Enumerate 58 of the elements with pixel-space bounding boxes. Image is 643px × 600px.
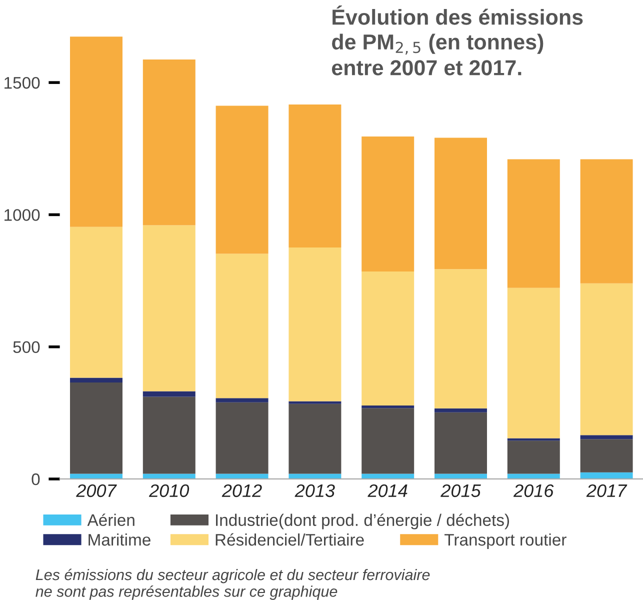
bar xyxy=(507,288,560,438)
bar xyxy=(216,254,268,398)
bar xyxy=(216,398,268,402)
bar xyxy=(70,382,122,474)
bar xyxy=(580,472,633,479)
legend-label: Maritime xyxy=(88,533,150,546)
bar xyxy=(216,474,268,479)
bar xyxy=(580,159,633,284)
y-tick-label: 1500 xyxy=(4,76,40,89)
bar xyxy=(507,159,560,288)
bar xyxy=(434,138,487,270)
legend-label: Industrie(dont prod. d’énergie / déchets) xyxy=(216,514,510,530)
bar xyxy=(70,474,122,479)
bar xyxy=(288,247,342,402)
bar xyxy=(288,404,342,474)
bar xyxy=(142,225,196,392)
bar xyxy=(434,412,487,474)
x-tick-label: 2007 xyxy=(76,484,117,498)
bar xyxy=(362,408,414,474)
bar xyxy=(142,391,196,397)
bar xyxy=(434,474,487,479)
x-tick-label: 2015 xyxy=(440,484,481,498)
bar xyxy=(434,408,487,412)
chart-title: Évolution des émissions de PM$_{2,5}$ (en tonnes) entre 2007 et 2017. xyxy=(332,6,583,76)
x-tick-label: 2013 xyxy=(294,484,335,498)
bar xyxy=(434,269,487,408)
bar xyxy=(70,226,122,378)
legend-label: Transport routier xyxy=(444,533,566,549)
x-tick-label: 2014 xyxy=(368,484,408,498)
y-tick-label: 1000 xyxy=(4,209,40,221)
legend-label: Aérien xyxy=(87,514,134,526)
x-tick-label: 2017 xyxy=(586,484,628,498)
bar xyxy=(288,401,342,404)
bar xyxy=(362,136,414,272)
bar xyxy=(580,435,633,440)
bar xyxy=(580,439,633,472)
bar xyxy=(288,104,342,248)
bar xyxy=(507,474,560,479)
bar xyxy=(362,474,414,479)
bar xyxy=(507,440,560,474)
x-tick-label: 2012 xyxy=(222,484,262,498)
bar xyxy=(70,378,122,383)
bar xyxy=(362,406,414,408)
bar xyxy=(216,106,268,254)
text: Les émissions du secteur agricole et du secteur ferroviaire ne sont pas représentables sur ce graphique xyxy=(36,568,430,600)
bar xyxy=(142,396,196,474)
bar xyxy=(142,474,196,479)
y-tick-label: 500 xyxy=(13,341,40,354)
bar xyxy=(216,402,268,474)
bar xyxy=(362,272,414,406)
bar xyxy=(142,60,196,226)
x-tick-label: 2010 xyxy=(148,484,190,498)
bar xyxy=(288,474,342,479)
x-tick-label: 2016 xyxy=(513,484,554,498)
bar xyxy=(580,283,633,436)
bar xyxy=(70,36,122,227)
y-tick-label: 0 xyxy=(32,473,40,486)
legend-label: Résidenciel/Tertiaire xyxy=(216,533,364,546)
